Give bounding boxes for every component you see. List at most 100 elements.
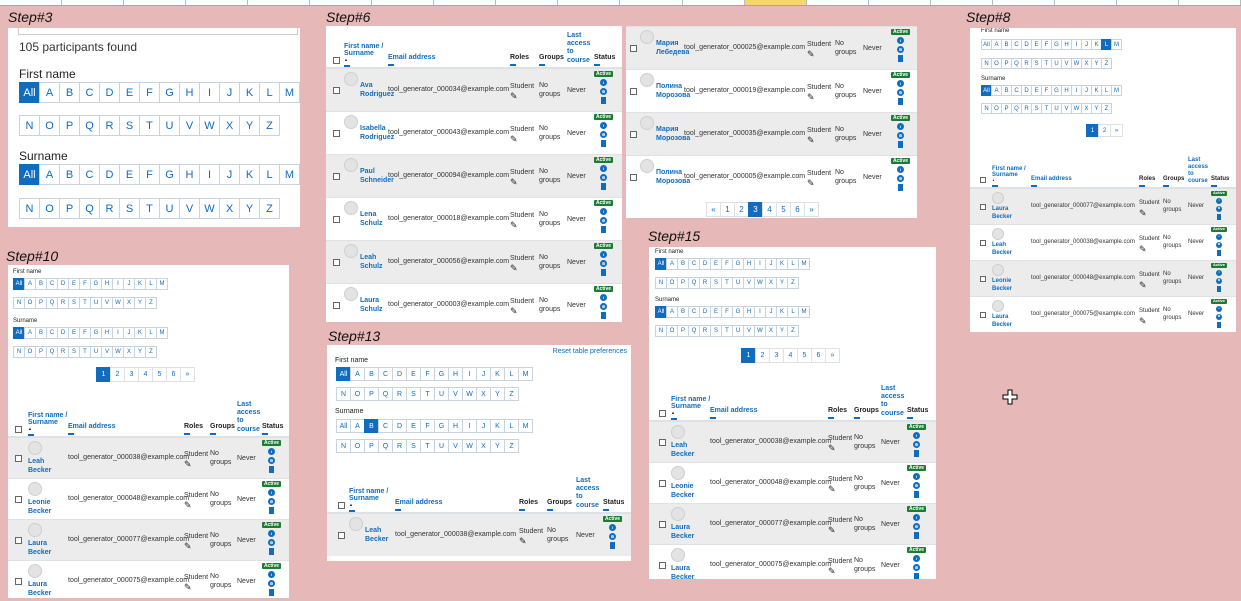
letter-filter-q[interactable]: Q: [79, 115, 100, 136]
letter-filter-x[interactable]: X: [476, 387, 491, 401]
user-name-link[interactable]: Laura Becker: [28, 580, 51, 598]
row-checkbox[interactable]: [980, 240, 986, 246]
settings-icon[interactable]: ⚙: [600, 260, 607, 267]
row-checkbox[interactable]: [15, 496, 22, 503]
letter-filter-l[interactable]: L: [259, 82, 280, 103]
row-checkbox[interactable]: [659, 480, 666, 487]
letter-filter-e[interactable]: E: [406, 419, 421, 433]
letter-filter-e[interactable]: E: [119, 164, 140, 185]
user-name-link[interactable]: Leonie Becker: [992, 278, 1012, 294]
info-icon[interactable]: i: [1216, 197, 1222, 204]
letter-filter-e[interactable]: E: [119, 82, 140, 103]
trash-icon[interactable]: [1217, 285, 1221, 292]
letter-filter-i[interactable]: I: [462, 419, 477, 433]
row-checkbox[interactable]: [980, 276, 986, 282]
info-icon[interactable]: i: [897, 123, 904, 130]
row-checkbox[interactable]: [659, 439, 666, 446]
row-checkbox[interactable]: [333, 173, 340, 180]
page-6[interactable]: 6: [811, 348, 826, 363]
letter-filter-v[interactable]: V: [743, 325, 755, 337]
letter-filter-g[interactable]: G: [159, 82, 180, 103]
letter-filter-y[interactable]: Y: [490, 439, 505, 453]
edit-roles-icon[interactable]: ✎: [510, 220, 518, 231]
letter-filter-p[interactable]: P: [364, 439, 379, 453]
letter-filter-u[interactable]: U: [434, 387, 449, 401]
sort-email-header[interactable]: Email address: [395, 499, 442, 511]
info-icon[interactable]: i: [268, 571, 275, 578]
page-1[interactable]: 1: [741, 348, 756, 363]
letter-filter-c[interactable]: C: [378, 367, 393, 381]
row-checkbox[interactable]: [15, 455, 22, 462]
edit-roles-icon[interactable]: ✎: [510, 134, 518, 145]
letter-filter-m[interactable]: M: [279, 82, 300, 103]
settings-icon[interactable]: ⚙: [897, 46, 904, 53]
settings-icon[interactable]: ⚙: [268, 498, 275, 505]
edit-roles-icon[interactable]: ✎: [510, 263, 518, 274]
letter-filter-u[interactable]: U: [159, 198, 180, 219]
info-icon[interactable]: i: [1216, 305, 1222, 312]
letter-filter-u[interactable]: U: [159, 115, 180, 136]
edit-roles-icon[interactable]: ✎: [807, 135, 815, 146]
trash-icon[interactable]: [269, 589, 274, 596]
letter-filter-q[interactable]: Q: [378, 387, 393, 401]
row-checkbox[interactable]: [980, 312, 986, 318]
letter-filter-z[interactable]: Z: [259, 198, 280, 219]
settings-icon[interactable]: ⚙: [268, 580, 275, 587]
info-icon[interactable]: i: [600, 79, 607, 86]
trash-icon[interactable]: [914, 491, 919, 498]
trash-icon[interactable]: [269, 466, 274, 473]
letter-filter-i[interactable]: I: [199, 82, 220, 103]
letter-filter-h[interactable]: H: [448, 419, 463, 433]
letter-filter-c[interactable]: C: [378, 419, 393, 433]
user-name-link[interactable]: Leah Becker: [671, 441, 694, 459]
letter-filter-l[interactable]: L: [259, 164, 280, 185]
settings-icon[interactable]: ⚙: [897, 132, 904, 139]
user-name-link[interactable]: Мария Лебедева: [656, 39, 689, 57]
letter-filter-m[interactable]: M: [518, 367, 533, 381]
edit-roles-icon[interactable]: ✎: [184, 500, 192, 511]
letter-filter-h[interactable]: H: [179, 164, 200, 185]
reset-table-preferences-link[interactable]: Reset table preferences: [552, 348, 627, 355]
letter-filter-all[interactable]: All: [336, 419, 351, 433]
row-checkbox[interactable]: [15, 578, 22, 585]
info-icon[interactable]: i: [600, 294, 607, 301]
info-icon[interactable]: i: [913, 432, 920, 439]
letter-filter-v[interactable]: V: [179, 115, 200, 136]
letter-filter-a[interactable]: A: [39, 82, 60, 103]
letter-filter-b[interactable]: B: [364, 367, 379, 381]
user-name-link[interactable]: Leah Becker: [28, 457, 51, 475]
user-name-link[interactable]: Laura Becker: [992, 314, 1012, 330]
select-all-checkbox[interactable]: [980, 177, 986, 183]
page-3[interactable]: 3: [769, 348, 784, 363]
edit-roles-icon[interactable]: ✎: [184, 459, 192, 470]
letter-filter-y[interactable]: Y: [490, 387, 505, 401]
letter-filter-d[interactable]: D: [57, 278, 69, 290]
settings-icon[interactable]: ⚙: [913, 523, 920, 530]
info-icon[interactable]: i: [268, 489, 275, 496]
letter-filter-m[interactable]: M: [1111, 39, 1122, 50]
row-checkbox[interactable]: [659, 562, 666, 569]
letter-filter-r[interactable]: R: [392, 387, 407, 401]
letter-filter-c[interactable]: C: [79, 82, 100, 103]
letter-filter-v[interactable]: V: [448, 439, 463, 453]
settings-icon[interactable]: ⚙: [600, 303, 607, 310]
edit-roles-icon[interactable]: ✎: [1139, 243, 1147, 254]
letter-filter-z[interactable]: Z: [787, 277, 799, 289]
user-name-link[interactable]: Laura Becker: [671, 523, 694, 541]
user-name-link[interactable]: Laura Becker: [671, 564, 694, 579]
trash-icon[interactable]: [601, 269, 606, 276]
letter-filter-s[interactable]: S: [406, 387, 421, 401]
letter-filter-b[interactable]: B: [35, 278, 47, 290]
letter-filter-y[interactable]: Y: [239, 115, 260, 136]
sort-name-header[interactable]: First name / Surname ▲: [992, 166, 1026, 188]
settings-icon[interactable]: ⚙: [897, 89, 904, 96]
trash-icon[interactable]: [1217, 213, 1221, 220]
page-4[interactable]: 4: [783, 348, 798, 363]
letter-filter-l[interactable]: L: [504, 419, 519, 433]
user-name-link[interactable]: Leah Becker: [365, 526, 388, 544]
letter-filter-r[interactable]: R: [99, 115, 120, 136]
info-icon[interactable]: i: [600, 251, 607, 258]
page-6[interactable]: 6: [166, 367, 181, 382]
